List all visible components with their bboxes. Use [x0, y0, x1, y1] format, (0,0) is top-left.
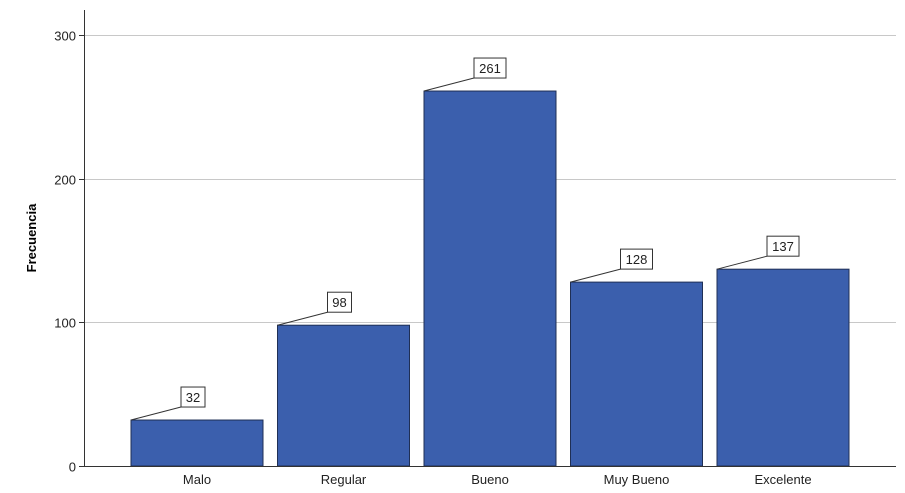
- x-tick-label: Excelente: [754, 472, 811, 487]
- y-tick-label: 200: [54, 173, 76, 188]
- y-tick-label: 100: [54, 316, 76, 331]
- bar-excelente: [716, 268, 850, 467]
- x-tick-label: Regular: [321, 472, 367, 487]
- data-label: 98: [332, 295, 346, 310]
- data-label-box: [327, 291, 352, 313]
- data-label-box: [473, 57, 507, 79]
- bar-bueno: [423, 90, 557, 467]
- bar-malo: [130, 419, 264, 467]
- data-label-box: [620, 248, 653, 270]
- tick-labels: 0 100 200 300 Malo Regular Bueno Muy Bueno Excel…: [54, 29, 811, 488]
- data-label: 128: [626, 252, 648, 267]
- x-tick-label: Bueno: [471, 472, 509, 487]
- axes: [79, 10, 896, 467]
- data-label-leader: [277, 311, 328, 326]
- data-label-leader: [130, 406, 182, 421]
- data-label: 137: [772, 239, 794, 254]
- bars: [130, 90, 850, 467]
- x-tick-label: Malo: [183, 472, 211, 487]
- data-label: 261: [479, 61, 501, 76]
- y-tick-label: 300: [54, 29, 76, 44]
- data-label-leader: [570, 268, 621, 283]
- data-label-leader: [716, 255, 768, 270]
- data-label-leader: [423, 77, 475, 92]
- y-tick-label: 0: [69, 460, 76, 475]
- data-label-box: [766, 235, 800, 257]
- y-axis-title: Frecuencia: [24, 203, 39, 272]
- bar-muy-bueno: [570, 281, 703, 467]
- data-labels: 32 98 261 128 137: [130, 57, 800, 421]
- x-tick-label: Muy Bueno: [604, 472, 670, 487]
- data-label: 32: [186, 390, 200, 405]
- bar-regular: [277, 324, 410, 467]
- data-label-box: [180, 386, 206, 408]
